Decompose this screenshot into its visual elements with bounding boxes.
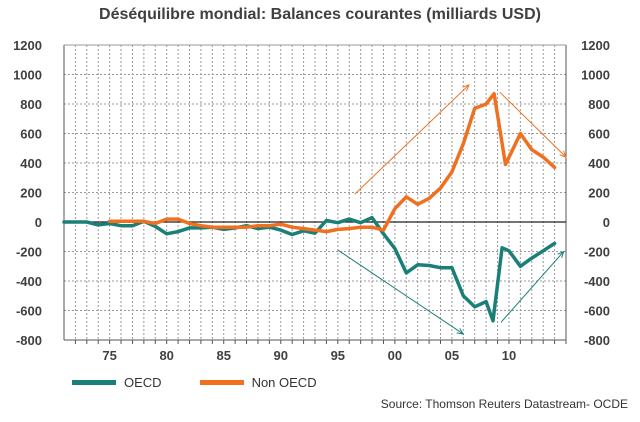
legend-swatch-non-oecd — [199, 380, 244, 385]
x-tick-label: 85 — [216, 348, 230, 363]
legend-label-oecd: OECD — [124, 375, 162, 390]
trend-arrow — [499, 91, 566, 157]
y-tick-label-left: 1200 — [13, 38, 42, 53]
y-tick-label-left: 600 — [20, 127, 42, 142]
trend-arrow — [354, 85, 469, 195]
y-tick-label-left: -600 — [16, 304, 42, 319]
y-tick-label-right: 1200 — [581, 38, 610, 53]
y-tick-label-left: -200 — [16, 245, 42, 260]
gridlines — [64, 44, 567, 341]
x-tick-label: 95 — [331, 348, 345, 363]
y-tick-label-right: 800 — [588, 97, 610, 112]
series-lines — [62, 91, 557, 323]
x-tick-label: 05 — [445, 348, 459, 363]
trend-arrows — [337, 85, 566, 334]
y-tick-label-left: 200 — [20, 186, 42, 201]
legend-item-oecd: OECD — [72, 375, 162, 390]
y-tick-label-right: -600 — [584, 304, 610, 319]
y-tick-label-right: -800 — [584, 333, 610, 348]
y-tick-label-left: 0 — [35, 215, 42, 230]
y-tick-label-right: -200 — [584, 245, 610, 260]
x-tick-label: 10 — [502, 348, 516, 363]
y-tick-label-left: -400 — [16, 274, 42, 289]
y-tick-label-left: 400 — [20, 156, 42, 171]
x-tick-label: 75 — [102, 348, 116, 363]
x-tick-label: 00 — [388, 348, 402, 363]
source-note: Source: Thomson Reuters Datastream- OCDE — [380, 397, 628, 411]
y-tick-label-left: -800 — [16, 333, 42, 348]
y-tick-label-right: 600 — [588, 127, 610, 142]
y-tick-label-right: 200 — [588, 186, 610, 201]
trend-arrow — [337, 249, 464, 334]
y-tick-label-left: 1000 — [13, 68, 42, 83]
legend-label-non-oecd: Non OECD — [251, 375, 317, 390]
x-tick-label: 80 — [159, 348, 173, 363]
axes — [63, 44, 567, 344]
x-tick-label: 90 — [274, 348, 288, 363]
series-line-non-oecd — [107, 91, 557, 234]
y-tick-label-right: -400 — [584, 274, 610, 289]
y-tick-label-right: 400 — [588, 156, 610, 171]
y-tick-label-right: 0 — [603, 215, 610, 230]
legend-swatch-oecd — [72, 380, 116, 385]
y-tick-label-right: 1000 — [581, 68, 610, 83]
chart-title: Déséquilibre mondial: Balances courantes… — [99, 6, 541, 23]
series-line-oecd — [62, 215, 557, 323]
legend: OECD Non OECD — [72, 375, 355, 390]
trend-arrow — [500, 252, 564, 323]
legend-item-non-oecd: Non OECD — [199, 375, 317, 390]
y-tick-label-left: 800 — [20, 97, 42, 112]
